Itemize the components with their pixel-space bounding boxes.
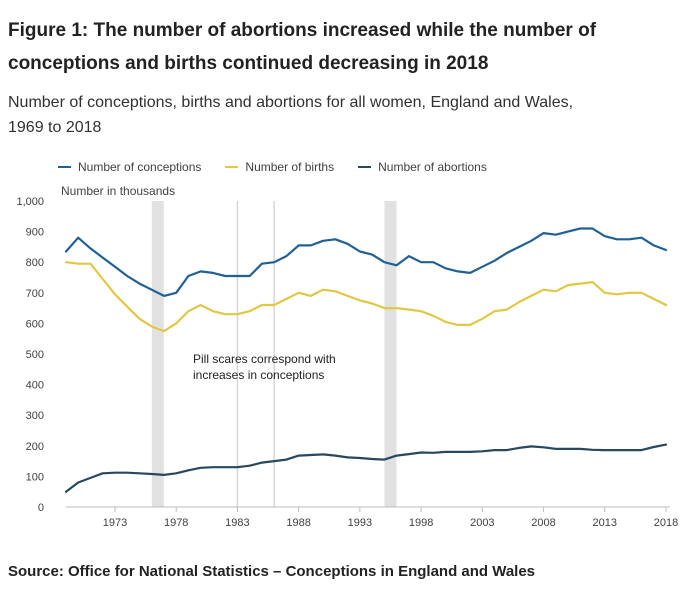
legend-label-births: Number of births xyxy=(245,160,335,174)
source-note: Source: Office for National Statistics –… xyxy=(8,563,536,580)
x-tick-label: 1993 xyxy=(348,517,372,529)
chart-legend: Number of conceptions Number of births N… xyxy=(58,159,511,175)
legend-label-abortions: Number of abortions xyxy=(378,160,487,174)
y-tick-label: 500 xyxy=(26,349,44,361)
legend-item-births: Number of births xyxy=(225,160,334,174)
figure-title: Figure 1: The number of abortions increa… xyxy=(8,20,597,74)
shaded-periods xyxy=(151,201,397,507)
legend-label-conceptions: Number of conceptions xyxy=(78,160,202,174)
y-tick-label: 700 xyxy=(26,288,44,300)
y-tick-label: 1,000 xyxy=(16,196,44,208)
legend-item-abortions: Number of abortions xyxy=(358,160,487,174)
y-tick-label: 300 xyxy=(26,410,44,422)
x-tick-label: 1983 xyxy=(225,517,249,529)
y-tick-label: 800 xyxy=(26,257,44,269)
y-tick-label: 0 xyxy=(38,502,44,514)
legend-item-conceptions: Number of conceptions xyxy=(58,160,201,174)
shaded-period-2 xyxy=(384,201,397,507)
x-tick-label: 1973 xyxy=(103,517,127,529)
legend-swatch-births xyxy=(225,166,239,168)
x-tick-label: 2013 xyxy=(593,517,617,529)
x-tick-label: 1998 xyxy=(409,517,433,529)
annotation-line-2: increases in conceptions xyxy=(193,368,324,382)
y-tick-label: 600 xyxy=(26,318,44,330)
y-tick-label: 400 xyxy=(26,380,44,392)
series-line-number-of-births xyxy=(64,261,668,333)
series-line-number-of-conceptions xyxy=(64,227,668,297)
y-tick-label: 200 xyxy=(26,441,44,453)
x-axis: 1973 1978 1983 1988 1993 1998 2003 2008 2013 2018 xyxy=(66,506,678,529)
legend-swatch-abortions xyxy=(358,166,372,168)
x-tick-label: 1988 xyxy=(286,517,310,529)
x-tick-label: 2008 xyxy=(531,517,555,529)
y-tick-label: 100 xyxy=(26,471,44,483)
x-tick-label: 2018 xyxy=(654,517,678,529)
y-axis: 0 100 200 300 400 500 600 700 800 900 1,000 xyxy=(16,196,44,514)
legend-swatch-conceptions xyxy=(58,166,71,168)
x-tick-label: 2003 xyxy=(470,517,494,529)
shaded-period-1 xyxy=(151,201,164,507)
figure-subtitle: Number of conceptions, births and aborti… xyxy=(8,94,574,136)
y-axis-unit-label: Number in thousands xyxy=(61,184,175,198)
y-tick-label: 900 xyxy=(26,227,44,239)
pill-scare-annotation: Pill scares correspond with increases in… xyxy=(193,352,336,382)
line-chart: Number in thousands 0 100 200 300 400 500 600 7… xyxy=(16,184,678,529)
reference-lines xyxy=(236,201,275,507)
annotation-line-1: Pill scares correspond with xyxy=(193,352,336,366)
x-tick-label: 1978 xyxy=(164,517,188,529)
series-line-number-of-abortions xyxy=(64,443,668,493)
series-lines xyxy=(64,227,668,493)
